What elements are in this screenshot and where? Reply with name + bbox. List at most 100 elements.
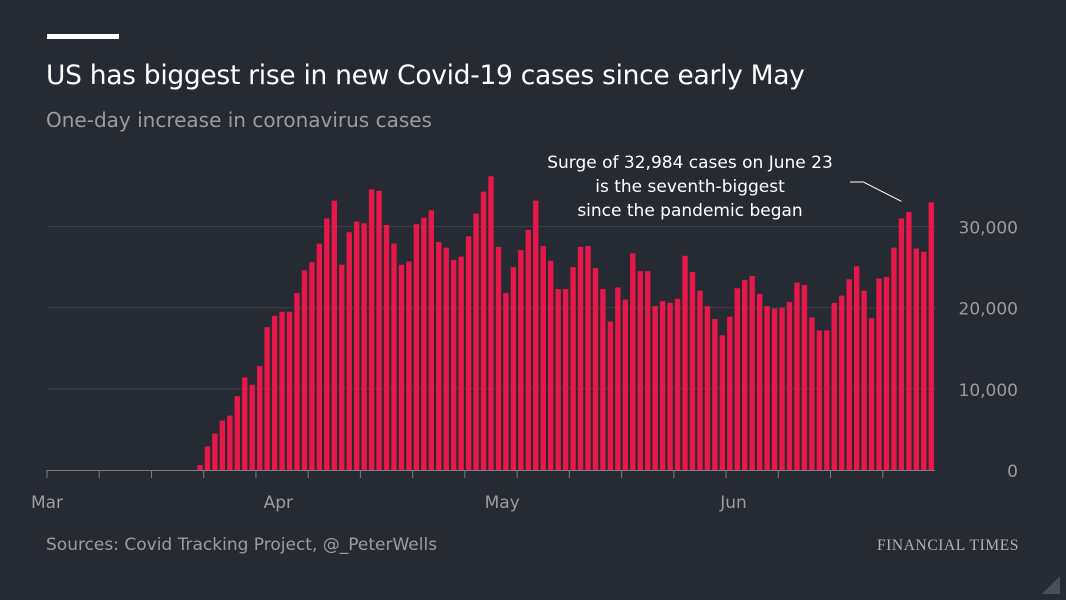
header-rule xyxy=(47,34,119,39)
bar xyxy=(667,302,673,470)
bar xyxy=(271,315,278,470)
y-tick-label: 30,000 xyxy=(959,219,1018,239)
bar xyxy=(786,302,793,470)
bar xyxy=(391,243,397,470)
bar xyxy=(249,384,255,470)
bar xyxy=(846,279,852,470)
bar xyxy=(443,247,449,470)
bar xyxy=(659,301,666,470)
bar xyxy=(801,284,808,470)
bar xyxy=(734,288,740,470)
bar xyxy=(227,415,233,470)
chart-title: US has biggest rise in new Covid-19 case… xyxy=(46,60,805,91)
annotation-text: is the seventh-biggest xyxy=(595,177,785,197)
bar xyxy=(473,213,479,470)
bar xyxy=(906,211,912,471)
x-tick-label: Mar xyxy=(31,493,63,513)
bar xyxy=(585,246,591,470)
bar xyxy=(480,191,487,470)
bar xyxy=(197,465,203,470)
bar xyxy=(712,319,718,470)
x-tick-label: Jun xyxy=(719,493,747,513)
bar xyxy=(779,307,785,470)
bar xyxy=(279,311,285,470)
bar xyxy=(868,318,875,470)
bar xyxy=(622,299,629,470)
bar xyxy=(928,202,934,470)
bar xyxy=(458,256,464,470)
bar xyxy=(607,321,614,470)
bar xyxy=(533,200,539,470)
y-tick-label: 20,000 xyxy=(959,300,1018,320)
bar xyxy=(727,316,733,470)
bar xyxy=(548,260,554,470)
y-tick-label: 0 xyxy=(1007,462,1018,482)
bar xyxy=(749,276,755,470)
bar xyxy=(794,282,800,470)
bar xyxy=(764,306,770,470)
bar xyxy=(742,280,748,470)
bar xyxy=(816,330,823,470)
bar xyxy=(361,223,367,470)
bar xyxy=(771,308,778,470)
bar xyxy=(301,270,308,470)
bar xyxy=(555,289,561,470)
bars xyxy=(197,176,934,471)
bar xyxy=(488,176,494,470)
bar xyxy=(465,236,472,470)
bar xyxy=(898,218,905,470)
bar xyxy=(428,210,434,470)
bar xyxy=(831,302,837,470)
bar xyxy=(219,420,226,470)
bar xyxy=(368,189,375,470)
bar xyxy=(383,224,390,470)
y-tick-label: 10,000 xyxy=(959,381,1018,401)
bar xyxy=(577,246,584,470)
chart-subtitle: One-day increase in coronavirus cases xyxy=(46,108,432,132)
bar xyxy=(883,276,890,470)
resize-handle-icon[interactable] xyxy=(1042,576,1060,594)
bar xyxy=(256,366,263,470)
bar xyxy=(413,224,420,470)
bar xyxy=(339,264,345,470)
bar xyxy=(436,241,442,470)
x-axis: Mar Apr May Jun xyxy=(31,470,935,513)
bar xyxy=(562,289,569,470)
bar xyxy=(495,246,502,470)
x-tick-label: Apr xyxy=(264,493,293,513)
bar xyxy=(704,306,711,470)
annotation: Surge of 32,984 cases on June 23 is the s… xyxy=(547,153,902,221)
bar xyxy=(876,278,882,470)
bar xyxy=(286,311,293,470)
bar xyxy=(212,433,218,470)
y-axis: 0 10,000 20,000 30,000 xyxy=(959,219,1018,482)
bar xyxy=(615,287,621,470)
bar xyxy=(451,259,457,470)
brand-logo: FINANCIAL TIMES xyxy=(876,537,1019,554)
bar xyxy=(316,243,323,470)
bar xyxy=(719,335,726,470)
bar xyxy=(264,327,270,470)
bar xyxy=(861,290,867,470)
bar xyxy=(518,250,524,470)
bar xyxy=(824,330,830,470)
bar xyxy=(421,217,427,470)
bar xyxy=(630,253,636,470)
bar xyxy=(570,267,576,470)
bar xyxy=(204,446,211,470)
bar xyxy=(853,266,860,470)
source-note: Sources: Covid Tracking Project, @_Peter… xyxy=(46,535,438,555)
bar xyxy=(376,190,382,470)
annotation-text: Surge of 32,984 cases on June 23 xyxy=(547,153,833,173)
bar xyxy=(600,289,606,470)
annotation-leader xyxy=(850,181,902,202)
bar xyxy=(697,290,703,470)
bar xyxy=(242,377,248,470)
bar xyxy=(921,251,927,470)
bar xyxy=(839,295,845,470)
bar xyxy=(294,293,300,470)
bar xyxy=(525,229,531,470)
bar xyxy=(689,272,696,470)
bar xyxy=(913,248,920,470)
bar xyxy=(682,255,688,470)
